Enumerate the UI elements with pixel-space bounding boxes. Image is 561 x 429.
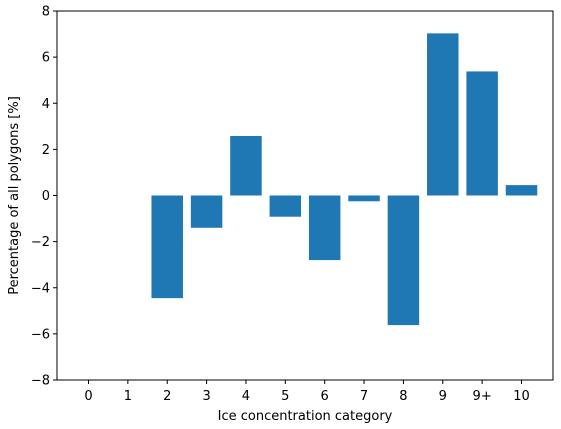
x-tick-label: 5: [281, 389, 289, 404]
x-tick-label: 0: [84, 389, 92, 404]
x-tick-label: 6: [321, 389, 329, 404]
y-tick-label: 2: [42, 143, 50, 158]
x-tick-label: 1: [124, 389, 132, 404]
x-axis-label: Ice concentration category: [218, 409, 393, 424]
x-tick-label: 7: [360, 389, 368, 404]
y-tick-label: 4: [42, 97, 50, 112]
y-tick-label: 8: [42, 5, 50, 20]
bar-6: [308, 195, 341, 261]
y-tick-label: −8: [31, 374, 50, 389]
bar-10: [505, 185, 538, 196]
bars-group: [151, 33, 538, 326]
x-axis-ticks: 0 1 2 3 4 5 6 7 8 9 9+ 10: [84, 380, 530, 404]
y-tick-label: −2: [31, 235, 50, 250]
x-tick-label: 2: [163, 389, 171, 404]
y-axis-ticks: −8 −6 −4 −2 0 2 4 6 8: [31, 5, 57, 389]
bar-7: [348, 195, 380, 202]
bar-5: [269, 195, 302, 217]
y-tick-label: 0: [42, 189, 50, 204]
x-tick-label: 3: [202, 389, 210, 404]
bar-9: [427, 33, 459, 196]
x-tick-label: 10: [513, 389, 530, 404]
x-tick-label: 8: [399, 389, 407, 404]
y-tick-label: 6: [42, 51, 50, 66]
y-tick-label: −4: [31, 281, 50, 296]
y-tick-label: −6: [31, 327, 50, 342]
bar-3: [190, 195, 223, 228]
x-tick-label: 9+: [473, 389, 492, 404]
bar-9+: [466, 71, 498, 196]
bar-2: [151, 195, 183, 299]
bar-8: [387, 195, 420, 326]
x-tick-label: 9: [439, 389, 447, 404]
bar-4: [230, 135, 262, 196]
y-axis-label: Percentage of all polygons [%]: [7, 96, 22, 295]
x-tick-label: 4: [242, 389, 250, 404]
